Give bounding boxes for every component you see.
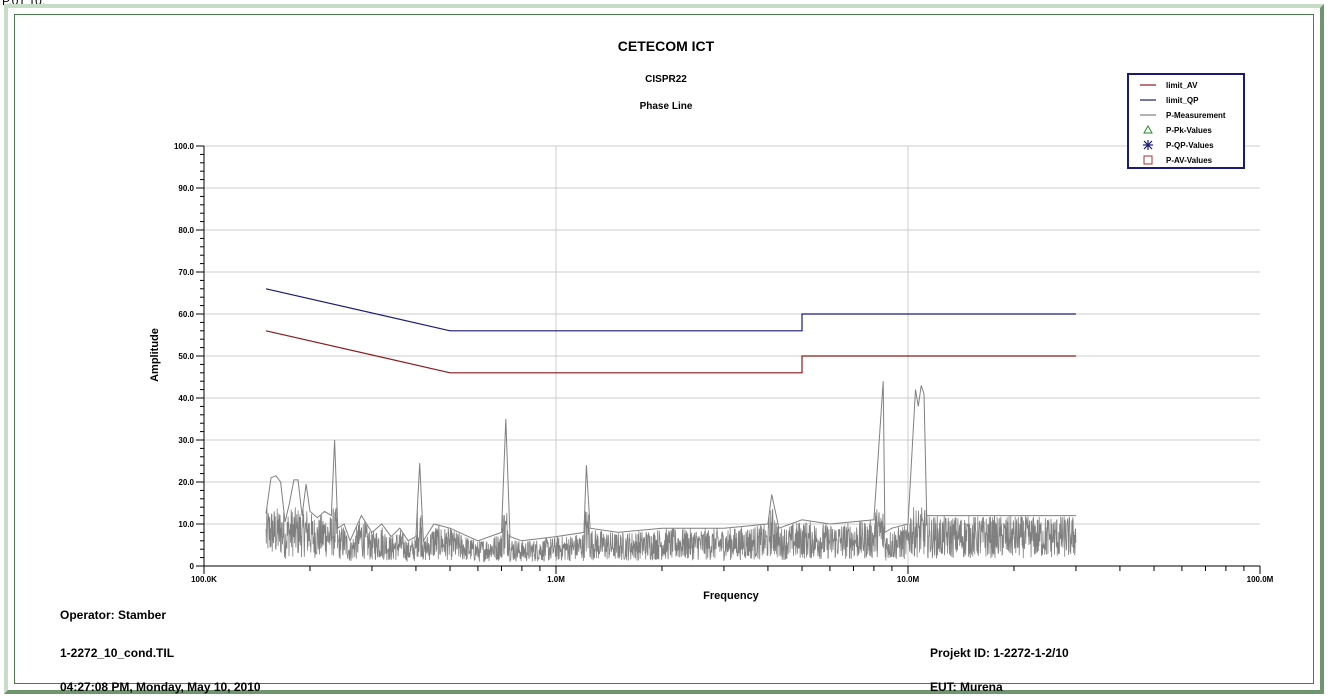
legend-label: limit_QP (1166, 96, 1199, 105)
y-tick-label: 90.0 (178, 184, 194, 193)
x-tick-label: 10.0M (897, 575, 920, 584)
eut-label: EUT: Murena (930, 680, 1003, 694)
x-tick-label: 1.0M (547, 575, 565, 584)
measurement-noise-floor (265, 507, 1077, 563)
grid-layer (204, 145, 1260, 566)
x-axis-label: Frequency (703, 590, 760, 602)
chart-title: CETECOM ICT (618, 38, 715, 54)
operator-label: Operator: Stamber (60, 608, 167, 622)
series-limit-qp (265, 288, 1076, 332)
chart-frame-inner (14, 14, 1314, 684)
legend-label: P-QP-Values (1166, 141, 1214, 150)
series-p-measurement (265, 381, 1076, 543)
chart-subtitle: CISPR22 (645, 74, 687, 85)
y-tick-label: 10.0 (178, 520, 194, 529)
legend-box (1127, 73, 1245, 169)
project-id-label: Projekt ID: 1-2272-1-2/10 (930, 646, 1069, 660)
y-tick-label: 40.0 (178, 394, 194, 403)
asterisk-stroke (1143, 140, 1153, 150)
x-tick-label: 100.0K (191, 575, 217, 584)
timestamp-label: 04:27:08 PM, Monday, May 10, 2010 (60, 680, 261, 694)
y-tick-label: 100.0 (174, 142, 195, 151)
legend-label: P-Measurement (1166, 111, 1226, 120)
legend: limit_AV limit_QP P-Measurement P-Pk-Values… (1127, 73, 1245, 169)
legend-label: P-Pk-Values (1166, 126, 1212, 135)
y-tick-label: 20.0 (178, 478, 194, 487)
x-tick-label: 100.0M (1247, 575, 1274, 584)
series-layer (265, 288, 1077, 563)
asterisk-icon (1143, 140, 1153, 150)
y-tick-label: 70.0 (178, 268, 194, 277)
y-tick-label: 30.0 (178, 436, 194, 445)
file-label: 1-2272_10_cond.TIL (60, 646, 175, 660)
y-tick-label: 0 (190, 562, 195, 571)
y-tick-label: 50.0 (178, 352, 194, 361)
chart-subtitle-2: Phase Line (640, 101, 693, 112)
y-tick-label: 80.0 (178, 226, 194, 235)
y-axis-label: Amplitude (149, 328, 161, 382)
series-limit-av (265, 330, 1076, 374)
legend-label: P-AV-Values (1166, 156, 1213, 165)
square-icon (1143, 155, 1153, 165)
triangle-icon (1143, 124, 1153, 134)
y-tick-label: 60.0 (178, 310, 194, 319)
legend-label: limit_AV (1166, 81, 1198, 90)
axis-layer: 0 10.0 20.0 30.0 40.0 50.0 60.0 70.0 80.0 90.0 100… (174, 142, 1274, 584)
chart-frame (4, 4, 1324, 694)
